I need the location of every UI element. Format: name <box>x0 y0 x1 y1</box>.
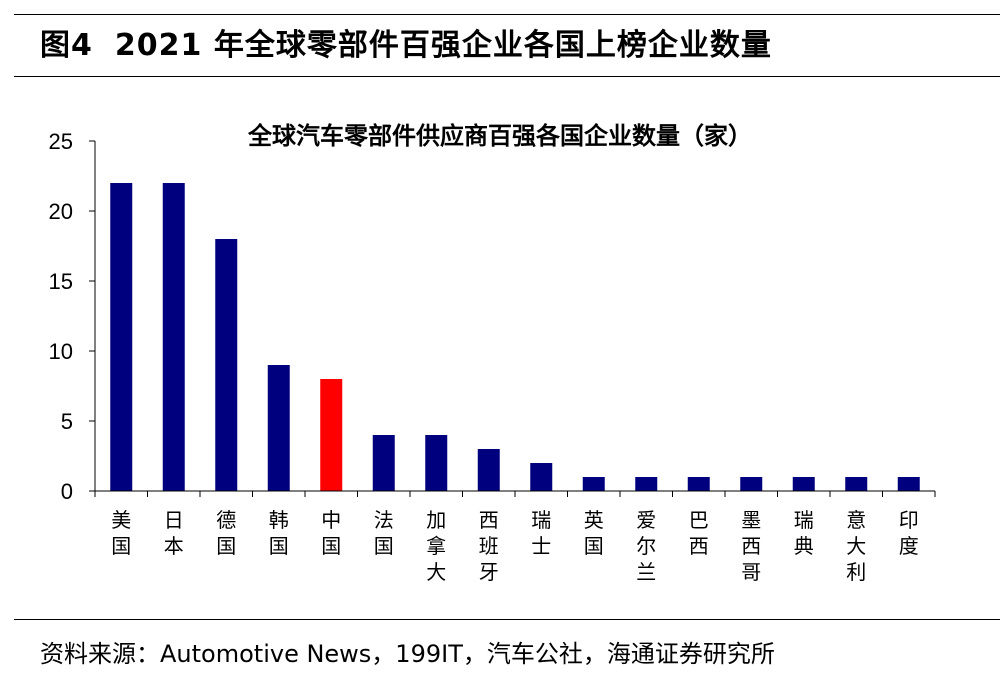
y-tick-label: 10 <box>49 339 73 364</box>
category-label: 巴西 <box>689 508 709 558</box>
category-label: 中国 <box>321 508 341 558</box>
bar-chart: 全球汽车零部件供应商百强各国企业数量（家） 0 5 10 15 20 25 美国日本德国韩… <box>49 122 936 584</box>
bar <box>582 477 605 491</box>
category-label: 加拿大 <box>426 508 446 584</box>
category-label: 瑞士 <box>531 508 551 558</box>
bar <box>110 183 133 491</box>
bar <box>320 379 343 491</box>
y-tick-label: 5 <box>61 409 73 434</box>
category-label: 韩国 <box>269 508 289 558</box>
bar <box>792 477 815 491</box>
source-note: 资料来源：Automotive News，199IT，汽车公社，海通证券研究所 <box>40 640 775 668</box>
title-rule <box>14 76 1000 77</box>
category-label: 印度 <box>899 508 919 558</box>
category-label: 英国 <box>584 508 604 558</box>
bar <box>425 435 448 491</box>
figure-label: 图4 <box>40 28 93 63</box>
bar <box>372 435 395 491</box>
bar <box>267 365 290 491</box>
category-label: 爱尔兰 <box>636 508 656 584</box>
bars <box>110 183 920 491</box>
bar <box>845 477 868 491</box>
bar <box>162 183 185 491</box>
bar <box>215 239 238 491</box>
figure-title: 图4 2021 年全球零部件百强企业各国上榜企业数量 <box>40 20 772 64</box>
category-label: 法国 <box>374 508 394 558</box>
y-tick-label: 15 <box>49 269 73 294</box>
bar <box>477 449 500 491</box>
y-tick-label: 20 <box>49 199 73 224</box>
bar <box>687 477 710 491</box>
category-label: 德国 <box>216 508 236 558</box>
category-label: 瑞典 <box>794 508 814 558</box>
bar <box>635 477 658 491</box>
y-tick-label: 25 <box>49 129 73 154</box>
bar <box>530 463 553 491</box>
figure-title-text: 2021 年全球零部件百强企业各国上榜企业数量 <box>114 28 772 63</box>
category-label: 美国 <box>111 508 131 558</box>
category-label: 日本 <box>164 508 184 558</box>
chart-title: 全球汽车零部件供应商百强各国企业数量（家） <box>247 122 752 150</box>
category-label: 西班牙 <box>479 508 499 584</box>
bottom-rule <box>14 619 1000 620</box>
category-label: 意大利 <box>846 508 866 584</box>
top-rule <box>14 14 1000 15</box>
bar <box>740 477 763 491</box>
bar <box>897 477 920 491</box>
y-axis: 0 5 10 15 20 25 <box>49 129 96 504</box>
category-label: 墨西哥 <box>741 508 761 584</box>
y-tick-label: 0 <box>61 479 73 504</box>
